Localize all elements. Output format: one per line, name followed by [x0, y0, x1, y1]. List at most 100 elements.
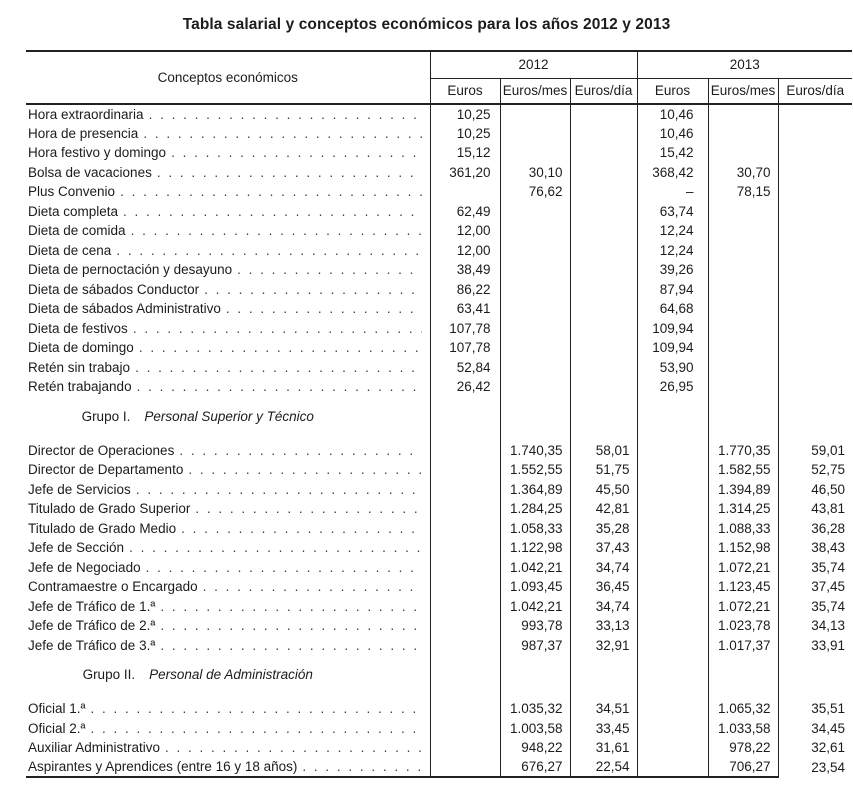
spacer-row — [26, 426, 853, 441]
value-cell — [569, 123, 638, 143]
value-cell: 33,45 — [569, 718, 638, 738]
value-cell: 1.042,21 — [499, 557, 570, 577]
concept-cell: Hora extraordinaria — [26, 104, 430, 124]
concept-cell: Director de Departamento — [26, 460, 430, 480]
table-row: Dieta de cena 12,00 12,24 — [26, 240, 853, 260]
value-cell: 1.122,98 — [499, 538, 570, 558]
value-cell: 33,13 — [569, 616, 638, 636]
value-cell — [569, 104, 638, 124]
value-cell: 22,54 — [569, 757, 638, 778]
concept-label: Jefe de Sección — [28, 540, 125, 556]
value-cell — [499, 143, 570, 163]
concept-line: Hora de presencia — [26, 126, 430, 141]
value-cell — [499, 201, 570, 221]
value-cell: 39,26 — [636, 260, 709, 280]
value-cell — [429, 518, 500, 538]
value-cell — [636, 405, 709, 427]
concept-cell: Dieta de festivos — [26, 319, 430, 339]
value-cell — [569, 426, 638, 441]
value-cell: 52,84 — [429, 357, 500, 377]
value-cell: 12,00 — [429, 240, 500, 260]
leader-dots — [160, 599, 421, 614]
concept-label: Hora festivo y domingo — [28, 145, 167, 161]
table-row: Hora festivo y domingo 15,12 15,42 — [26, 143, 853, 163]
value-cell: 1.284,25 — [499, 499, 570, 519]
leader-dots — [237, 262, 421, 277]
value-cell: 706,27 — [707, 757, 779, 778]
value-cell: 45,50 — [569, 479, 638, 499]
concept-label: Dieta de comida — [28, 223, 126, 239]
concept-label: Director de Operaciones — [28, 442, 175, 458]
concept-cell: Dieta de comida — [26, 221, 430, 241]
value-cell — [569, 201, 638, 221]
concept-cell: Jefe de Servicios — [26, 480, 430, 500]
value-cell — [569, 655, 638, 664]
value-cell — [569, 260, 638, 280]
leader-dots — [203, 579, 422, 594]
concept-line: Dieta de festivos — [26, 321, 430, 336]
leader-dots — [160, 618, 421, 633]
value-cell — [429, 499, 500, 519]
value-cell — [429, 635, 500, 655]
concept-cell: Dieta completa — [26, 202, 430, 222]
group-heading-row: Grupo I. Personal Superior y Técnico — [26, 405, 853, 427]
value-cell: 35,28 — [569, 518, 638, 538]
value-cell — [429, 577, 500, 597]
concept-cell: Retén trabajando — [26, 377, 430, 397]
concept-label: Jefe de Tráfico de 3.ª — [28, 637, 156, 653]
concept-line: Dieta de comida — [26, 223, 430, 238]
value-cell — [499, 396, 570, 406]
value-cell: 32,61 — [777, 738, 853, 758]
value-cell — [707, 123, 779, 143]
value-cell — [429, 718, 500, 738]
value-cell — [499, 279, 570, 299]
value-cell — [569, 299, 638, 319]
concept-line: Oficial 1.ª — [26, 701, 430, 716]
value-cell — [636, 460, 709, 480]
concept-label: Hora de presencia — [28, 125, 139, 141]
concept-line: Dieta de pernoctación y desayuno — [26, 262, 430, 277]
value-cell: 63,41 — [429, 299, 500, 319]
concept-line: Retén trabajando — [26, 379, 430, 394]
value-cell: 107,78 — [429, 338, 500, 358]
value-cell: 676,27 — [499, 757, 570, 778]
value-cell — [636, 396, 709, 406]
value-cell: 34,45 — [777, 718, 853, 738]
value-cell: 1.017,37 — [707, 635, 779, 655]
concept-label: Retén trabajando — [28, 379, 132, 395]
concept-cell: Jefe de Tráfico de 3.ª — [26, 636, 430, 656]
group-heading-row: Grupo II. Personal de Administración — [26, 664, 853, 685]
value-cell — [429, 655, 500, 664]
value-cell: 12,24 — [636, 240, 709, 260]
concept-cell: Titulado de Grado Superior — [26, 499, 430, 519]
value-cell: 993,78 — [499, 616, 570, 636]
value-cell — [499, 377, 570, 397]
value-cell — [429, 616, 500, 636]
value-cell: 978,22 — [707, 738, 779, 758]
concepts-column-header: Conceptos económicos — [26, 50, 430, 105]
leader-dots — [188, 462, 421, 477]
value-cell — [569, 405, 638, 427]
value-cell: 987,37 — [499, 635, 570, 655]
value-cell — [636, 426, 709, 441]
concept-line: Oficial 2.ª — [26, 721, 430, 736]
value-cell — [777, 260, 853, 280]
value-cell — [707, 426, 779, 441]
concept-line: Dieta de sábados Conductor — [26, 282, 430, 297]
value-cell — [777, 426, 853, 441]
value-cell: 12,24 — [636, 221, 709, 241]
table-row: Dieta de pernoctación y desayuno 38,49 39,… — [26, 260, 853, 280]
leader-dots — [116, 243, 421, 258]
value-cell — [777, 279, 853, 299]
value-cell — [499, 123, 570, 143]
value-cell: 10,25 — [429, 104, 500, 124]
value-cell: 10,46 — [636, 104, 709, 124]
concept-cell: Jefe de Tráfico de 2.ª — [26, 616, 430, 636]
value-cell — [636, 479, 709, 499]
value-cell — [707, 299, 779, 319]
